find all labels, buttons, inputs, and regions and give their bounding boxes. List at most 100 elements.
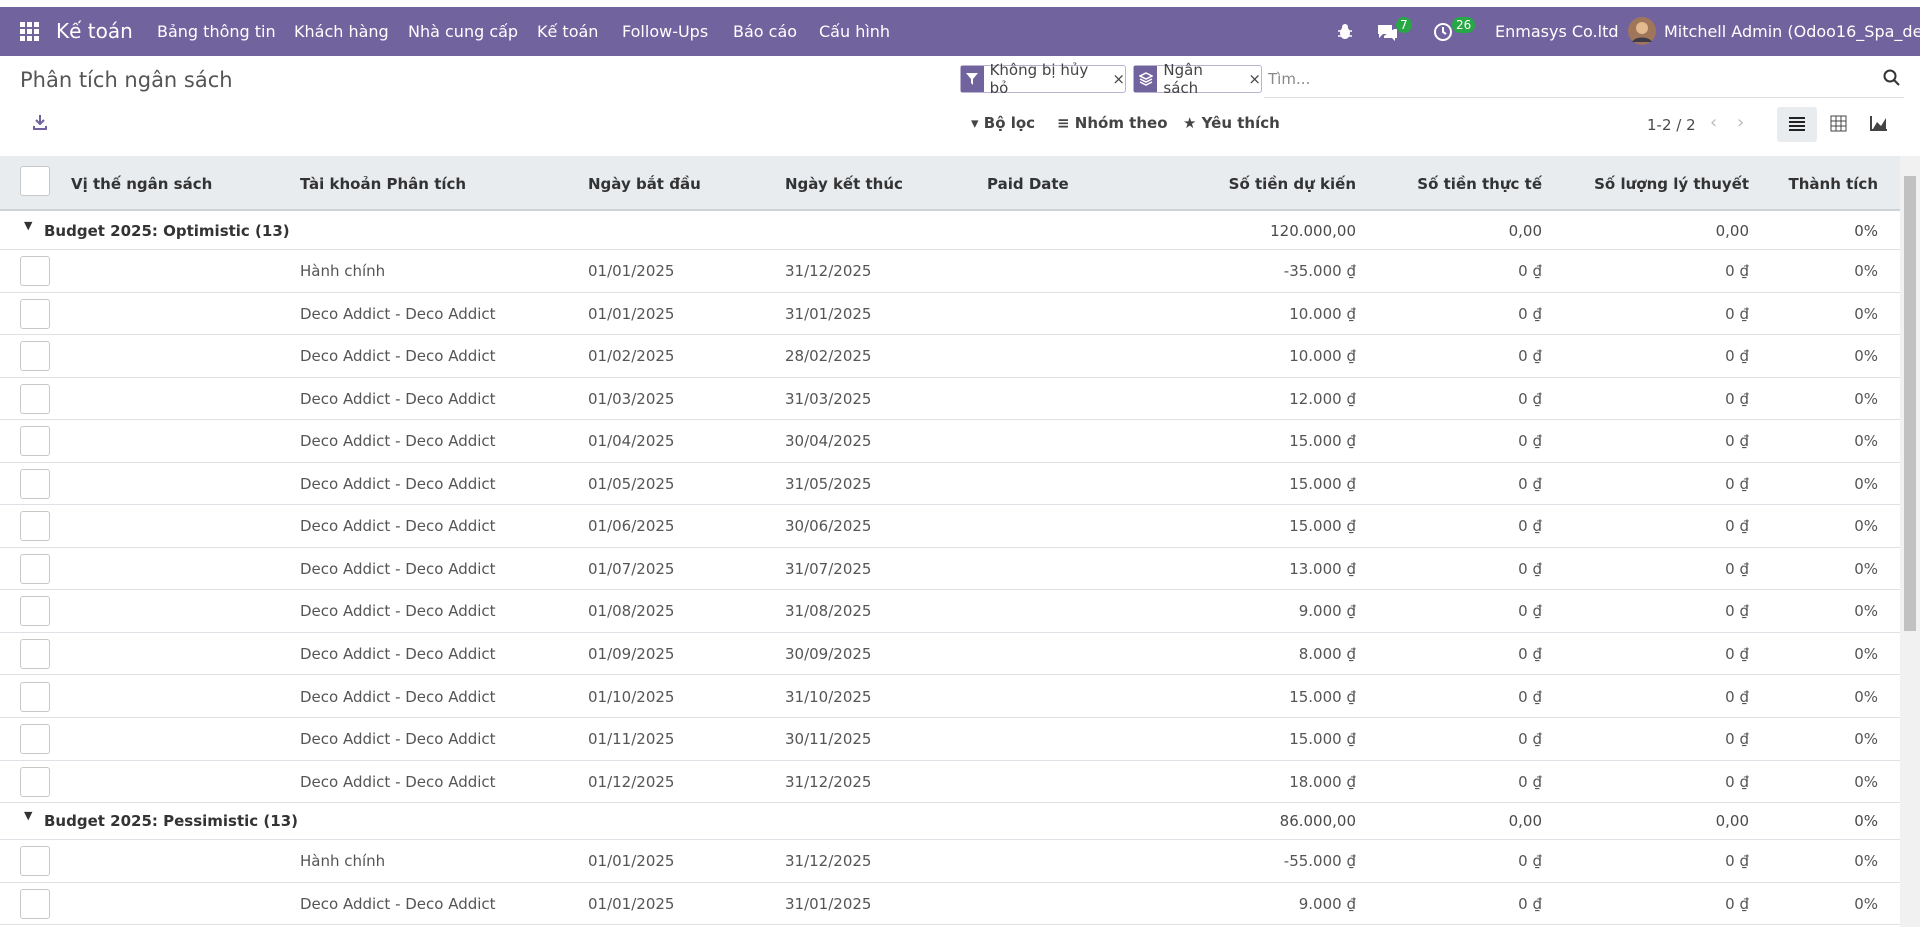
checkbox[interactable] — [20, 681, 50, 712]
row[interactable] — [0, 840, 1900, 883]
menu-item[interactable]: Nhà cung cấp — [408, 22, 519, 41]
messages-icon[interactable] — [1376, 23, 1398, 41]
group-row[interactable] — [0, 803, 1900, 841]
row[interactable] — [0, 676, 1900, 719]
column-header[interactable]: Paid Date — [987, 175, 1069, 193]
group-total: 0% — [1854, 222, 1878, 240]
row[interactable] — [0, 505, 1900, 548]
favorites-button[interactable]: ★ Yêu thích — [1183, 114, 1280, 132]
cell: 0 ₫ — [1725, 687, 1749, 706]
row[interactable] — [0, 633, 1900, 676]
checkbox[interactable] — [20, 468, 50, 499]
group-label[interactable]: Budget 2025: Pessimistic (13) — [44, 812, 298, 831]
menu-item[interactable]: Báo cáo — [733, 22, 798, 41]
list-view-button[interactable] — [1777, 107, 1817, 142]
cell: 0 ₫ — [1725, 772, 1749, 791]
menu-item[interactable]: Khách hàng — [294, 22, 389, 41]
pivot-view-button[interactable] — [1830, 115, 1847, 132]
group-caret[interactable]: ▼ — [24, 219, 33, 232]
cell: 0 ₫ — [1725, 304, 1749, 323]
checkbox[interactable] — [20, 511, 50, 542]
checkbox[interactable] — [20, 341, 50, 372]
checkbox[interactable] — [20, 256, 50, 286]
column-header[interactable]: Số tiền thực tế — [1417, 175, 1542, 193]
column-header[interactable]: Tài khoản Phân tích — [300, 175, 467, 193]
cell: 0 ₫ — [1518, 347, 1542, 366]
cell: 0 ₫ — [1725, 347, 1749, 366]
row[interactable] — [0, 718, 1900, 761]
column-header[interactable]: Thành tích — [1788, 175, 1879, 193]
group-label[interactable]: Budget 2025: Optimistic (13) — [44, 222, 290, 240]
row[interactable] — [0, 883, 1900, 926]
menu-item[interactable]: Follow-Ups — [622, 22, 709, 41]
facet-remove[interactable]: × — [1248, 70, 1261, 88]
checkbox[interactable] — [20, 383, 50, 414]
checkbox[interactable] — [20, 553, 50, 584]
cell: Hành chính — [300, 262, 386, 280]
pager-prev[interactable]: ‹ — [1710, 112, 1718, 133]
checkbox[interactable] — [20, 638, 50, 669]
graph-view-button[interactable] — [1870, 115, 1888, 131]
search-icon[interactable] — [1883, 69, 1900, 86]
group-row[interactable] — [0, 213, 1900, 250]
search-input[interactable]: Tìm... — [1268, 70, 1311, 88]
row[interactable] — [0, 293, 1900, 336]
download-icon[interactable] — [32, 114, 48, 130]
cell: 0 ₫ — [1725, 730, 1749, 749]
messages-badge: 7 — [1396, 17, 1412, 33]
apps-icon[interactable] — [20, 22, 40, 42]
facet[interactable]: Không bị hủy bỏ × — [960, 61, 1126, 97]
facet[interactable]: Ngân sách × — [1133, 61, 1262, 97]
avatar[interactable] — [1628, 17, 1656, 45]
checkbox[interactable] — [20, 426, 50, 457]
row[interactable] — [0, 378, 1900, 421]
cell: 31/12/2025 — [785, 262, 872, 280]
cell: 30/09/2025 — [785, 644, 872, 663]
checkbox[interactable] — [20, 724, 50, 755]
checkbox[interactable] — [20, 766, 50, 797]
facet-label: Không bị hủy bỏ — [989, 61, 1089, 97]
group-caret[interactable]: ▼ — [24, 809, 33, 823]
column-header[interactable]: Số lượng lý thuyết — [1594, 175, 1749, 193]
checkbox[interactable] — [20, 298, 50, 329]
debug-icon[interactable] — [1336, 23, 1354, 41]
menu-item[interactable]: Kế toán — [537, 22, 599, 41]
user[interactable]: Mitchell Admin (Odoo16_Spa_dev) — [1664, 22, 1920, 41]
cell: Deco Addict - Deco Addict — [300, 304, 496, 323]
cell: 0 ₫ — [1518, 262, 1542, 280]
cell: Deco Addict - Deco Addict — [300, 687, 496, 706]
pager-next[interactable]: › — [1737, 112, 1745, 133]
facet-remove[interactable]: × — [1112, 70, 1125, 88]
menu-item[interactable]: Bảng thông tin — [157, 22, 276, 41]
row[interactable] — [0, 335, 1900, 378]
cell: 0% — [1854, 517, 1878, 536]
checkbox[interactable] — [20, 596, 50, 627]
filter-button[interactable]: ▾ Bộ lọc — [971, 114, 1036, 132]
checkbox[interactable] — [20, 846, 50, 877]
column-header[interactable]: Ngày kết thúc — [785, 175, 903, 193]
company[interactable]: Enmasys Co.ltd — [1495, 22, 1619, 41]
cell: 30/06/2025 — [785, 517, 872, 536]
cell: 31/08/2025 — [785, 602, 872, 621]
row[interactable] — [0, 548, 1900, 591]
activities-icon[interactable] — [1433, 22, 1453, 42]
row[interactable] — [0, 463, 1900, 506]
row[interactable] — [0, 250, 1900, 293]
row[interactable] — [0, 761, 1900, 804]
cell: 0 ₫ — [1725, 389, 1749, 408]
cell: Deco Addict - Deco Addict — [300, 602, 496, 621]
column-header[interactable]: Ngày bắt đầu — [588, 175, 701, 193]
row[interactable] — [0, 420, 1900, 463]
cell: 0% — [1854, 389, 1878, 408]
column-header[interactable]: Số tiền dự kiến — [1228, 175, 1356, 193]
checkbox[interactable] — [20, 888, 50, 919]
groupby-button[interactable]: ≡ Nhóm theo — [1057, 114, 1168, 132]
app-name[interactable]: Kế toán — [56, 19, 133, 43]
column-header[interactable]: Vị thế ngân sách — [71, 175, 213, 193]
menu-item[interactable]: Cấu hình — [819, 22, 891, 41]
scrollbar-thumb[interactable] — [1904, 176, 1916, 631]
checkbox[interactable] — [20, 166, 50, 196]
row[interactable] — [0, 590, 1900, 633]
navbar: Kế toán 7 26 Enmasys Co.ltd Mitchell Adm… — [0, 7, 1920, 56]
